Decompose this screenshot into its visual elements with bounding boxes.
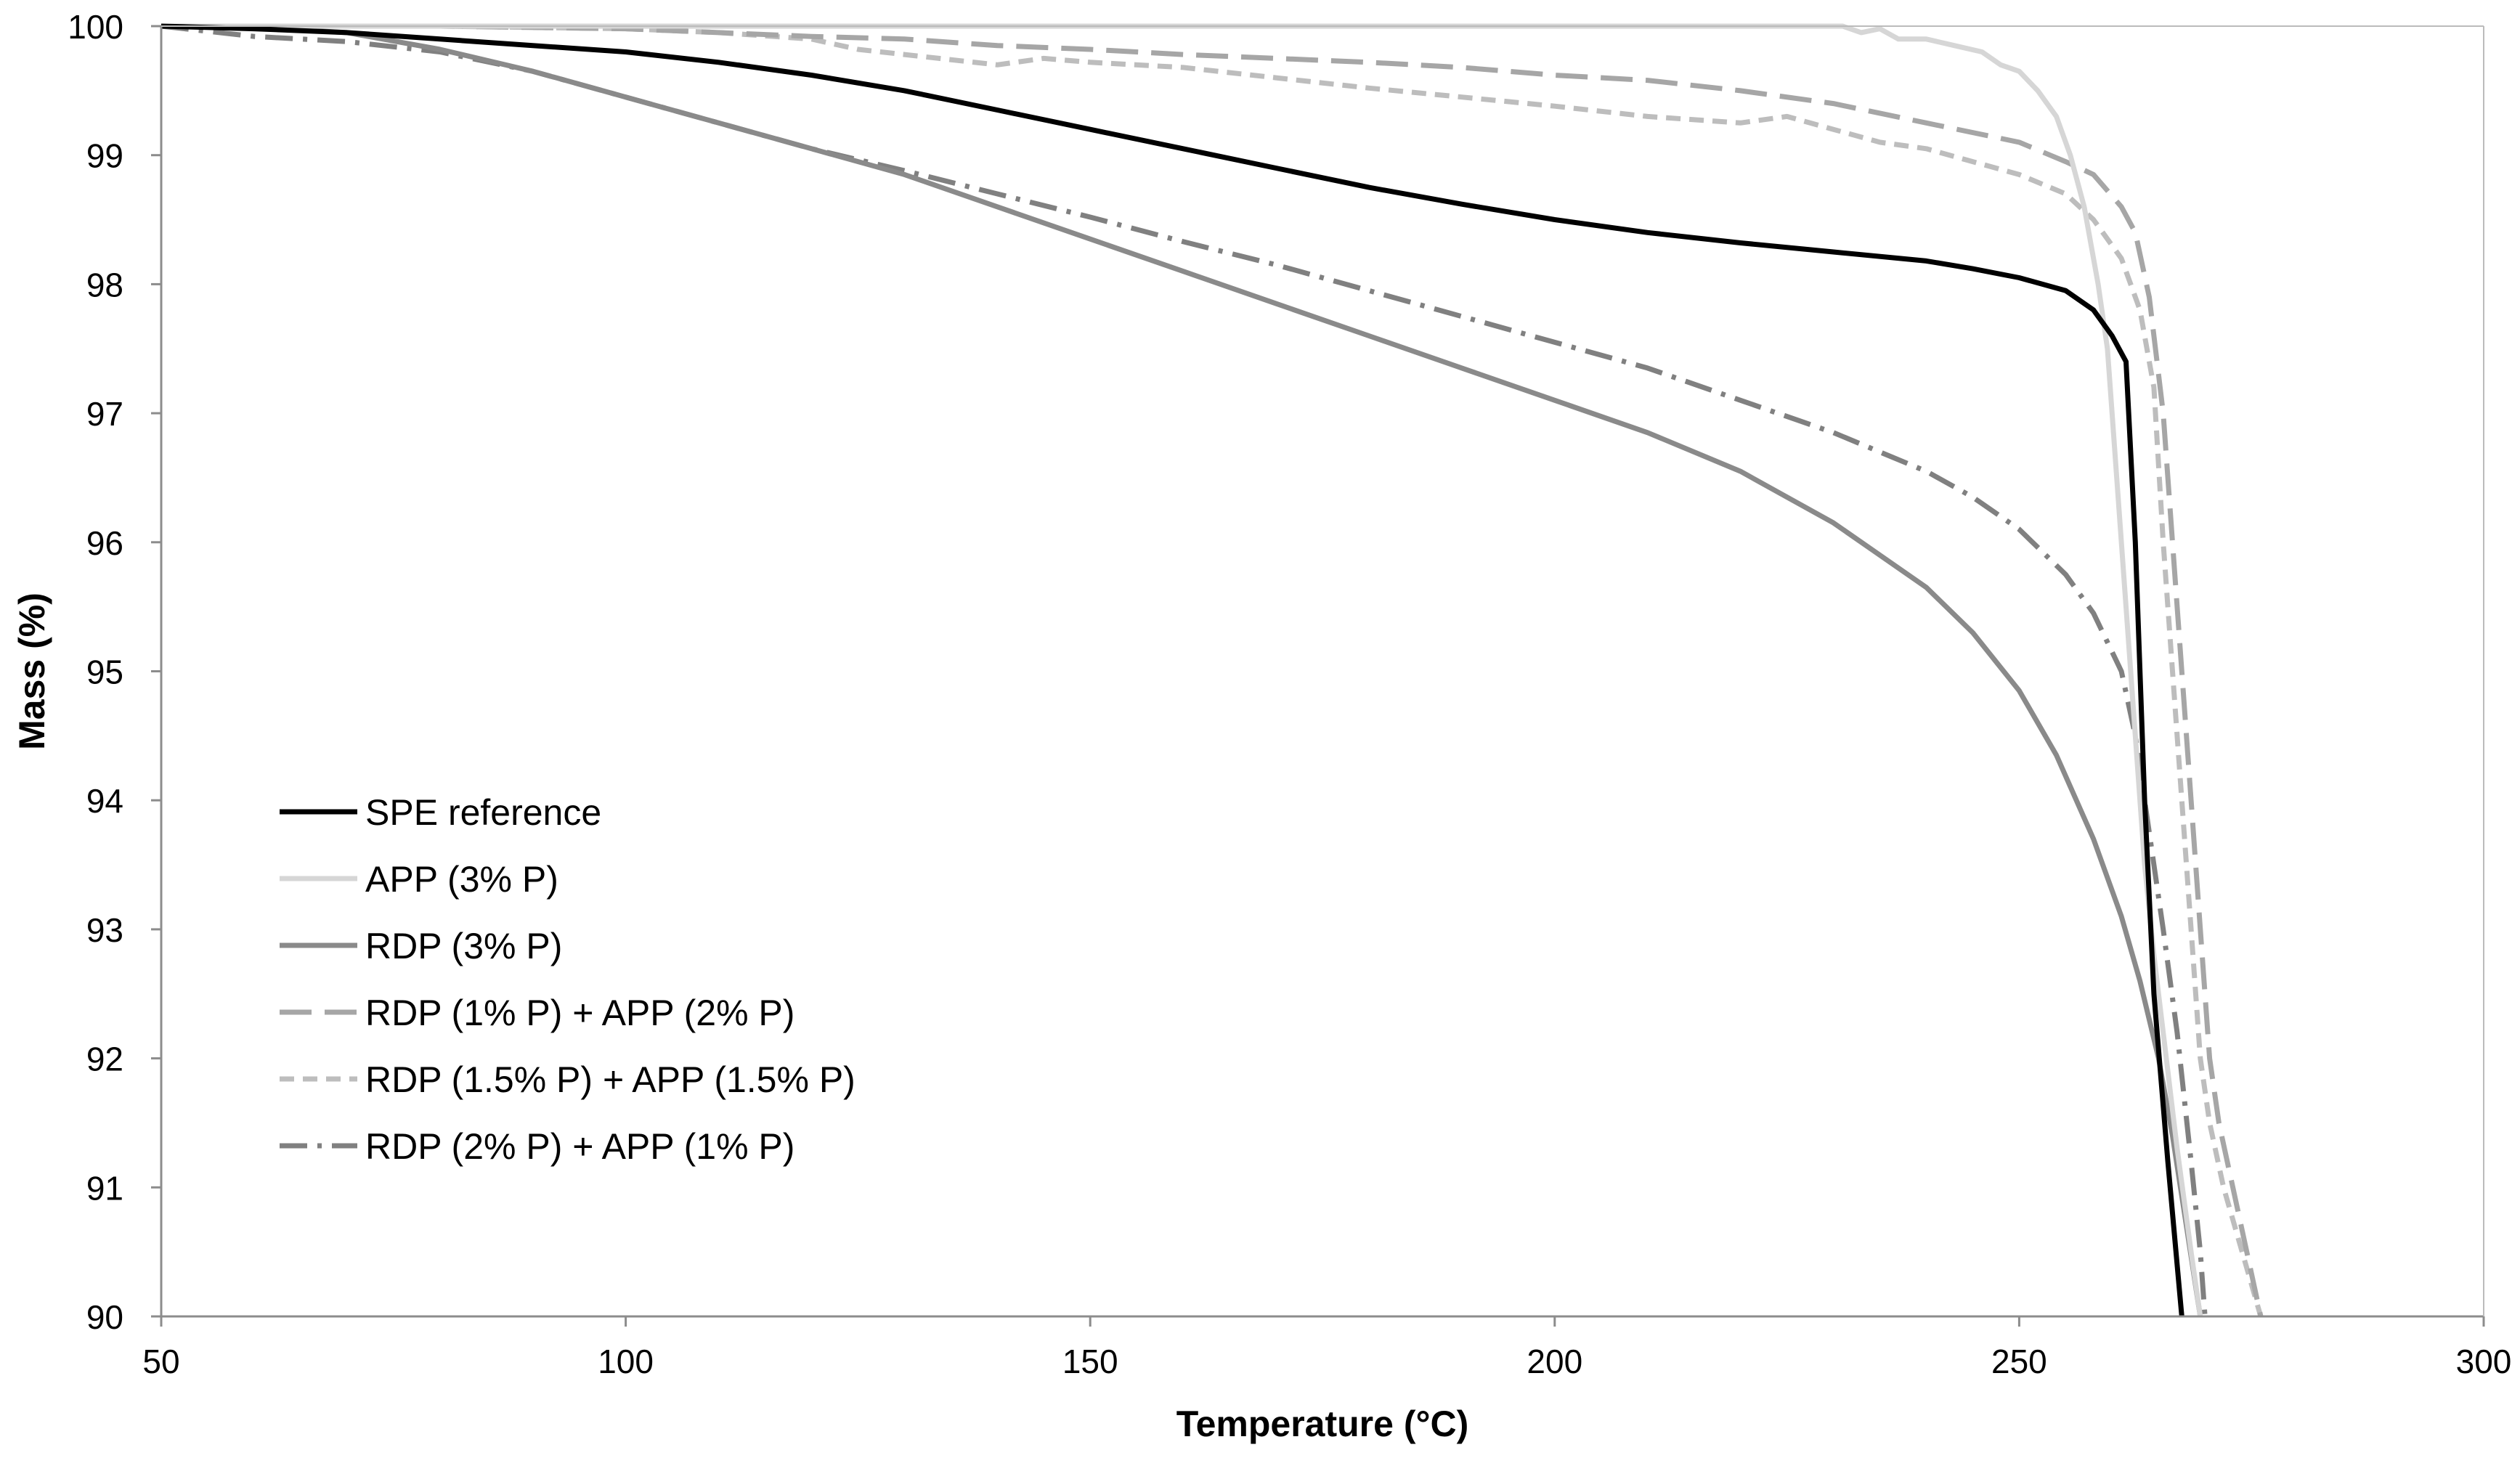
y-tick-label: 96 bbox=[86, 524, 123, 562]
legend-label-rdp-1-5-p-app-1-5-p: RDP (1.5% P) + APP (1.5% P) bbox=[365, 1059, 855, 1100]
x-tick-label: 250 bbox=[1991, 1343, 2047, 1380]
x-tick-label: 150 bbox=[1062, 1343, 1118, 1380]
x-axis-ticks: 50 100 150 200 250 300 bbox=[142, 1316, 2511, 1380]
legend-label-rdp-2-p-app-1-p: RDP (2% P) + APP (1% P) bbox=[365, 1126, 794, 1167]
y-tick-label: 95 bbox=[86, 653, 123, 691]
series-line-rdp-1-p-app-2-p bbox=[161, 23, 2264, 1317]
series-lines bbox=[160, 23, 2264, 1317]
x-tick-label: 100 bbox=[598, 1343, 654, 1380]
axes bbox=[160, 25, 2484, 1318]
legend-label-rdp-3-p: RDP (3% P) bbox=[365, 926, 562, 966]
x-axis-title: Temperature (°C) bbox=[1176, 1404, 1468, 1444]
series-line-rdp-2-p-app-1-p bbox=[160, 23, 2208, 1317]
legend-label-rdp-1-p-app-2-p: RDP (1% P) + APP (2% P) bbox=[365, 993, 794, 1033]
x-tick-label: 300 bbox=[2456, 1343, 2512, 1380]
x-tick-label: 50 bbox=[142, 1343, 179, 1380]
x-tick-label: 200 bbox=[1527, 1343, 1582, 1380]
y-tick-label: 93 bbox=[86, 911, 123, 949]
y-tick-label: 94 bbox=[86, 782, 123, 820]
legend-label-spe-reference: SPE reference bbox=[365, 792, 601, 833]
y-tick-label: 92 bbox=[86, 1040, 123, 1078]
y-tick-label: 98 bbox=[86, 266, 123, 304]
series-line-rdp-3-p bbox=[160, 23, 2203, 1317]
legend: SPE reference APP (3% P) RDP (3% P) RDP (1%… bbox=[280, 792, 855, 1167]
y-tick-label: 97 bbox=[86, 395, 123, 433]
y-tick-label: 100 bbox=[68, 8, 123, 46]
y-tick-label: 99 bbox=[86, 137, 123, 175]
y-axis-title: Mass (%) bbox=[12, 592, 52, 750]
legend-label-app-3-p: APP (3% P) bbox=[365, 859, 558, 900]
series-line-app-3-p bbox=[161, 23, 2203, 1317]
y-tick-label: 91 bbox=[86, 1169, 123, 1207]
y-tick-label: 90 bbox=[86, 1298, 123, 1336]
y-axis-ticks: 90 91 92 93 94 95 96 97 98 99 100 bbox=[68, 8, 161, 1336]
series-line-rdp-1-5-p-app-1-5-p bbox=[161, 23, 2264, 1317]
series-line-spe-reference bbox=[160, 23, 2184, 1317]
